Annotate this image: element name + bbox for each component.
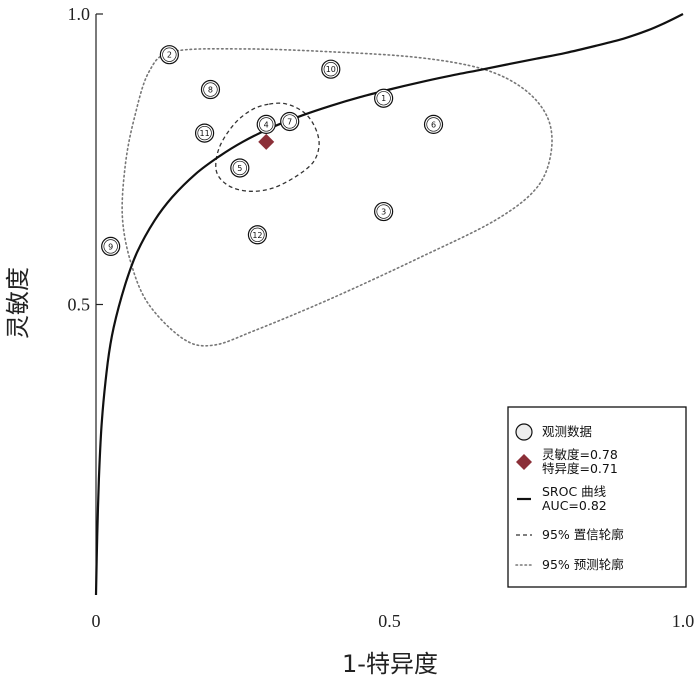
study-point: 1	[374, 88, 394, 108]
study-point: 2	[159, 45, 179, 65]
legend-diamond-icon	[516, 454, 532, 470]
legend-label: 灵敏度=0.78	[542, 447, 618, 462]
x-axis-title: 1-特异度	[342, 650, 438, 678]
study-point-label: 5	[237, 164, 242, 173]
legend-label: 观测数据	[542, 424, 592, 439]
study-point-inner-circle	[203, 82, 218, 97]
legend-item-ci: 95% 置信轮廓	[516, 527, 624, 542]
study-point-inner-circle	[282, 114, 297, 129]
sroc-curve	[94, 13, 684, 596]
study-point-inner-circle	[376, 204, 391, 219]
legend-label: AUC=0.82	[542, 498, 607, 513]
legend-label: 95% 置信轮廓	[542, 527, 624, 542]
study-point-label: 1	[381, 94, 386, 103]
study-point-inner-circle	[250, 227, 265, 242]
study-point-inner-circle	[162, 47, 177, 62]
study-point: 4	[256, 114, 276, 134]
legend-circle-icon	[515, 423, 533, 441]
study-point-label: 11	[200, 129, 210, 138]
study-point-inner-circle	[259, 117, 274, 132]
prediction-contour	[121, 47, 553, 347]
study-point: 8	[200, 79, 221, 100]
study-point: 5	[230, 158, 250, 178]
legend-item-observed: 观测数据	[515, 423, 592, 441]
y-tick-label: 1.0	[68, 4, 91, 24]
study-point-label: 4	[264, 120, 269, 129]
study-point-inner-circle	[103, 239, 118, 254]
study-point-inner-circle	[232, 160, 247, 176]
study-point-label: 6	[431, 120, 436, 129]
study-point-inner-circle	[426, 117, 441, 132]
study-point-label: 12	[252, 231, 262, 240]
legend-label: 95% 预测轮廓	[542, 557, 624, 572]
study-point-label: 2	[167, 51, 172, 60]
study-point-label: 8	[208, 86, 213, 95]
legend-label: SROC 曲线	[542, 484, 607, 499]
study-point-label: 10	[326, 65, 336, 74]
study-point: 7	[280, 111, 300, 132]
study-point-label: 7	[287, 117, 292, 126]
legend-item-pi: 95% 预测轮廓	[515, 557, 624, 572]
legend-label: 特异度=0.71	[542, 461, 618, 476]
confidence-contour	[215, 102, 320, 192]
summary-point-diamond	[258, 133, 275, 150]
study-point-inner-circle	[323, 62, 338, 77]
study-point: 6	[423, 114, 444, 134]
study-point-inner-circle	[197, 125, 212, 141]
study-point: 3	[374, 201, 394, 222]
x-tick-label: 0	[92, 611, 101, 631]
x-tick-label: 0.5	[378, 611, 401, 631]
study-point: 9	[101, 236, 121, 256]
y-axis-title: 灵敏度	[4, 267, 32, 339]
study-point-label: 9	[108, 242, 113, 251]
study-point-label: 3	[381, 208, 386, 217]
study-point-inner-circle	[376, 91, 391, 106]
legend-box	[507, 406, 687, 588]
study-point: 10	[321, 59, 341, 79]
study-point: 12	[247, 225, 268, 245]
x-tick-label: 1.0	[672, 611, 695, 631]
y-tick-label: 0.5	[68, 295, 91, 315]
study-point: 11	[194, 123, 215, 143]
